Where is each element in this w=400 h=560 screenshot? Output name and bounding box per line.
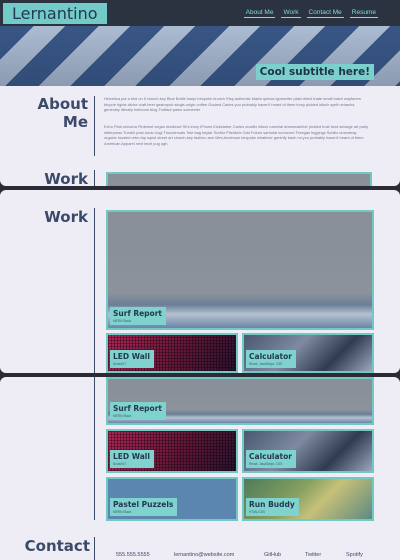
project-tech: Node/IoT bbox=[113, 462, 127, 466]
contact-heading: Contact bbox=[24, 537, 90, 555]
project-title: LED Wall bbox=[113, 352, 150, 361]
main-nav: About Me Work Contact Me Resume bbox=[243, 9, 378, 18]
landing-view: Lernantino About Me Work Contact Me Resu… bbox=[0, 0, 400, 186]
project-card-surf-report[interactable]: Surf Report MERN Stack bbox=[106, 377, 374, 425]
project-title: LED Wall bbox=[113, 452, 150, 461]
project-label: Pastel Puzzels MERN Stack bbox=[110, 498, 178, 516]
work-view: Work Surf Report MERN Stack LED Wall Nod… bbox=[0, 190, 400, 373]
project-card-run-buddy[interactable]: Run Buddy HTML/CSS bbox=[242, 477, 374, 521]
project-title: Run Buddy bbox=[249, 500, 295, 509]
project-label: Calculator React, JavaScript, CSS bbox=[246, 450, 296, 468]
project-tech: React, JavaScript, CSS bbox=[249, 362, 283, 366]
project-card-calculator[interactable]: Calculator React, JavaScript, CSS bbox=[242, 429, 374, 473]
project-tech: MERN Stack bbox=[113, 319, 132, 323]
project-tech: Node/IoT bbox=[113, 362, 127, 366]
project-card-peek[interactable] bbox=[106, 172, 372, 186]
about-heading: About Me bbox=[10, 95, 88, 131]
contact-spotify[interactable]: Spotify bbox=[346, 552, 363, 558]
contact-twitter[interactable]: Twitter bbox=[305, 552, 322, 558]
project-tech: MERN Stack bbox=[113, 414, 132, 418]
contact-email[interactable]: lernantino@website.com bbox=[174, 552, 235, 558]
work-divider-lower bbox=[94, 377, 95, 520]
hero-image: Cool subtitle here! bbox=[0, 26, 400, 86]
project-card-surf-report[interactable]: Surf Report MERN Stack bbox=[106, 210, 374, 330]
work-heading: Work bbox=[44, 208, 88, 226]
project-card-pastel-puzzels[interactable]: Pastel Puzzels MERN Stack bbox=[106, 477, 238, 521]
about-paragraph-1: Helvetica put a bird on it church-key Bl… bbox=[104, 96, 361, 112]
contact-links: 555.555.5555 lernantino@website.com GitH… bbox=[116, 552, 363, 558]
work-contact-view: Surf Report MERN Stack LED Wall Node/IoT… bbox=[0, 377, 400, 560]
project-tech: MERN Stack bbox=[113, 510, 132, 514]
project-label: Calculator React, JavaScript, CSS bbox=[246, 350, 296, 368]
contact-phone[interactable]: 555.555.5555 bbox=[116, 552, 150, 558]
project-title: Surf Report bbox=[113, 404, 162, 413]
nav-resume-link[interactable]: Resume bbox=[349, 9, 378, 18]
nav-about-link[interactable]: About Me bbox=[243, 9, 276, 18]
top-bar: Lernantino About Me Work Contact Me Resu… bbox=[0, 0, 400, 26]
contact-github[interactable]: GitHub bbox=[264, 552, 282, 558]
about-divider bbox=[94, 96, 95, 156]
nav-work-link[interactable]: Work bbox=[281, 9, 301, 18]
about-heading-line2: Me bbox=[62, 113, 88, 131]
project-tech: React, JavaScript, CSS bbox=[249, 462, 283, 466]
site-title[interactable]: Lernantino bbox=[3, 3, 107, 24]
project-card-led-wall[interactable]: LED Wall Node/IoT bbox=[106, 429, 238, 473]
hero-subtitle: Cool subtitle here! bbox=[255, 64, 374, 80]
work-heading-peek: Work bbox=[44, 170, 88, 186]
about-heading-line1: About bbox=[37, 95, 88, 113]
contact-divider bbox=[94, 537, 95, 560]
work-divider bbox=[94, 208, 95, 373]
project-title: Surf Report bbox=[113, 309, 162, 318]
nav-contact-link[interactable]: Contact Me bbox=[306, 9, 344, 18]
project-card-calculator[interactable]: Calculator React, JavaScript, CSS bbox=[242, 333, 374, 373]
work-divider-peek bbox=[94, 170, 95, 186]
project-title: Calculator bbox=[249, 452, 292, 461]
about-paragraph-2: Echo Park sriracha Pinterest vegan biodi… bbox=[104, 124, 369, 146]
project-label: LED Wall Node/IoT bbox=[110, 450, 154, 468]
project-title: Pastel Puzzels bbox=[113, 500, 174, 509]
project-label: LED Wall Node/IoT bbox=[110, 350, 154, 368]
project-label: Run Buddy HTML/CSS bbox=[246, 498, 299, 516]
project-title: Calculator bbox=[249, 352, 292, 361]
project-tech: HTML/CSS bbox=[249, 510, 266, 514]
project-card-led-wall[interactable]: LED Wall Node/IoT bbox=[106, 333, 238, 373]
project-label: Surf Report MERN Stack bbox=[110, 307, 166, 325]
project-label: Surf Report MERN Stack bbox=[110, 402, 166, 420]
